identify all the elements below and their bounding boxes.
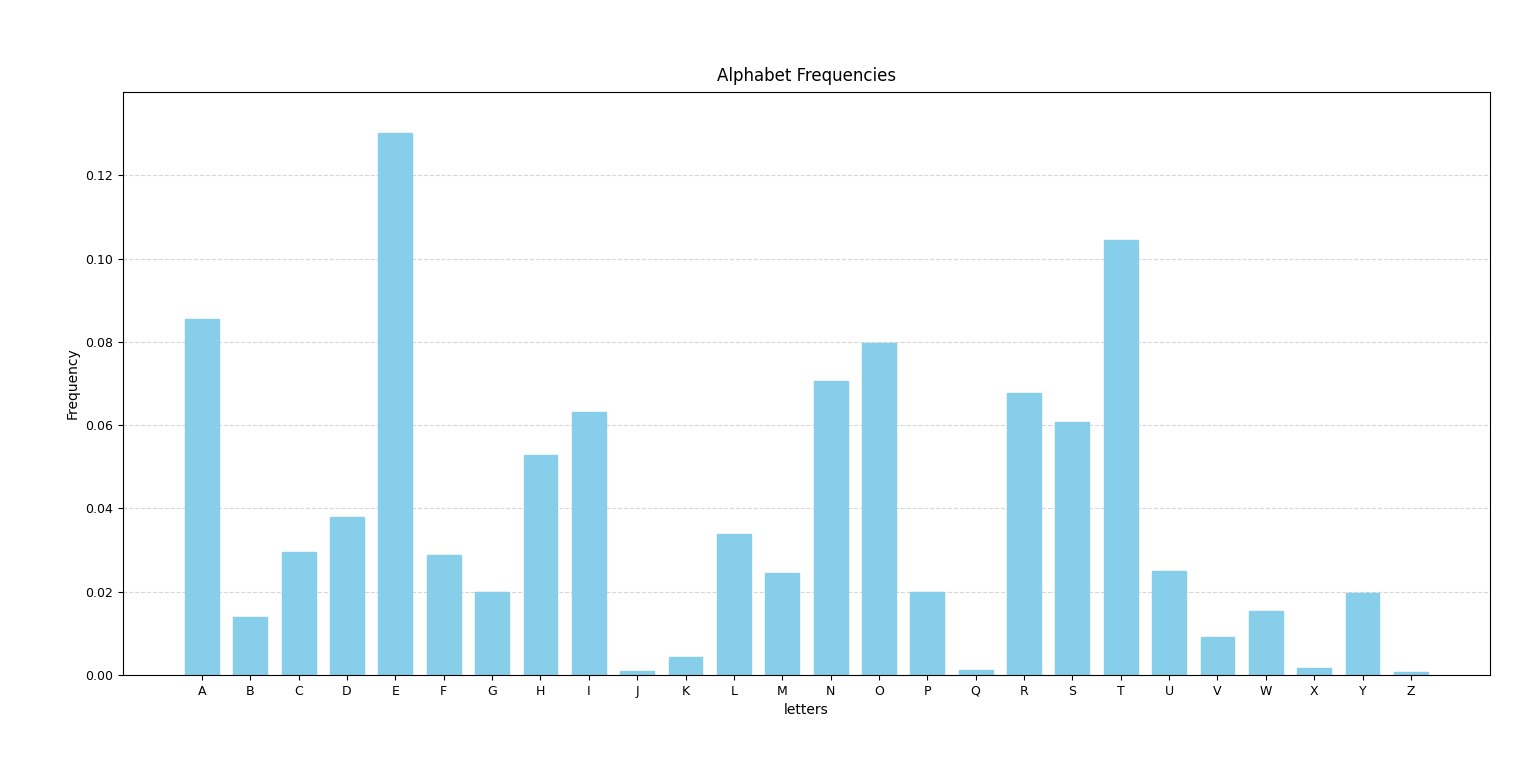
Bar <box>621 671 654 675</box>
Bar <box>717 534 751 675</box>
Bar <box>1201 637 1235 675</box>
Bar <box>862 343 895 675</box>
Bar <box>184 319 218 675</box>
Bar <box>958 670 992 675</box>
Bar <box>571 412 605 675</box>
Bar <box>233 617 267 675</box>
Bar <box>814 381 848 675</box>
Bar <box>427 555 461 675</box>
Bar <box>1298 668 1332 675</box>
Bar <box>524 455 558 675</box>
Bar <box>668 657 702 675</box>
Bar <box>1249 611 1283 675</box>
Bar <box>765 572 799 675</box>
X-axis label: letters: letters <box>783 703 829 717</box>
Bar <box>330 517 364 675</box>
Bar <box>911 592 945 675</box>
Y-axis label: Frequency: Frequency <box>66 347 80 420</box>
Bar <box>1008 393 1041 675</box>
Bar <box>281 551 315 675</box>
Bar <box>378 133 412 675</box>
Bar <box>1395 672 1428 675</box>
Bar <box>1346 593 1379 675</box>
Bar <box>1152 571 1186 675</box>
Bar <box>1055 422 1089 675</box>
Bar <box>475 592 508 675</box>
Title: Alphabet Frequencies: Alphabet Frequencies <box>717 67 895 85</box>
Bar <box>1104 240 1138 675</box>
